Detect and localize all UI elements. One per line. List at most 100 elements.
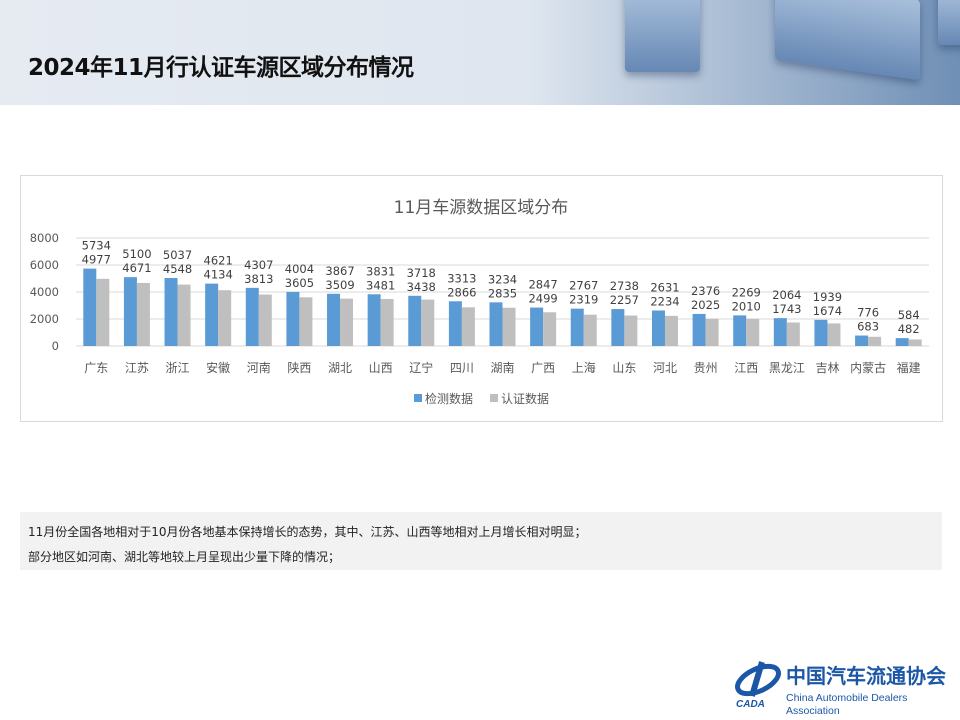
data-label: 2257: [610, 293, 639, 307]
page-title: 2024年11月行认证车源区域分布情况: [28, 55, 414, 81]
cada-logo-icon: CADA: [735, 661, 781, 710]
bar-certified: [746, 318, 760, 346]
data-label: 2767: [569, 279, 598, 293]
logo-mark: CADA: [736, 699, 765, 708]
data-label: 2738: [610, 279, 639, 293]
bar-inspected: [895, 338, 909, 346]
bar-inspected: [773, 318, 787, 346]
bar-certified: [380, 299, 394, 346]
data-label: 3313: [447, 271, 476, 285]
chart-container: 11月车源数据区域分布 0 2000 4000 6000 8000 5734 4977 广东 51…: [20, 175, 943, 422]
x-tick-label: 辽宁: [409, 360, 433, 375]
y-tick-label: 6000: [30, 258, 59, 272]
note-box: 11月份全国各地相对于10月份各地基本保持增长的态势，其中、江苏、山西等地相对上…: [20, 512, 942, 570]
bar-certified: [258, 294, 272, 346]
data-label: 4134: [204, 268, 233, 282]
x-tick-label: 浙江: [166, 361, 190, 375]
bar-inspected: [286, 291, 300, 346]
data-label: 2376: [691, 284, 720, 298]
x-tick-label: 上海: [572, 360, 596, 375]
header-banner: [0, 0, 960, 105]
bar-certified: [218, 290, 232, 346]
bar-certified: [543, 312, 557, 346]
y-tick-label: 0: [52, 339, 59, 353]
bar-certified: [583, 314, 597, 346]
bar-inspected: [367, 294, 381, 346]
data-label: 3605: [285, 276, 314, 290]
x-tick-label: 广东: [84, 361, 108, 375]
note-line: 11月份全国各地相对于10月份各地基本保持增长的态势，其中、江苏、山西等地相对上…: [28, 525, 587, 539]
data-label: 3831: [366, 264, 395, 278]
bar-inspected: [408, 295, 422, 346]
x-tick-label: 四川: [450, 361, 474, 375]
data-label: 4004: [285, 262, 314, 276]
y-tick-label: 8000: [30, 231, 59, 245]
y-tick-label: 4000: [30, 285, 59, 299]
data-label: 3481: [366, 278, 395, 292]
data-label: 2866: [447, 285, 476, 299]
data-label: 4548: [163, 262, 192, 276]
x-tick-label: 湖南: [490, 360, 514, 375]
x-tick-label: 贵州: [694, 361, 718, 375]
data-label: 1743: [772, 302, 801, 316]
data-label: 4621: [204, 254, 233, 268]
cada-logo: CADA 中国汽车流通协会 China Automobile Dealers A…: [732, 660, 957, 717]
data-label: 5734: [82, 239, 111, 253]
bar-inspected: [448, 301, 462, 346]
bar-inspected: [489, 302, 503, 346]
bar-inspected: [692, 313, 706, 346]
data-label: 2025: [691, 298, 720, 312]
bar-inspected: [611, 309, 625, 346]
bar-certified: [624, 315, 638, 346]
bar-certified: [908, 339, 922, 346]
data-label: 2064: [772, 288, 801, 302]
data-label: 3509: [325, 278, 354, 292]
data-label: 584: [898, 308, 920, 322]
bar-certified: [705, 318, 719, 346]
x-tick-label: 福建: [897, 360, 921, 375]
legend-swatch: [414, 394, 422, 402]
bar-certified: [664, 315, 678, 346]
bar-certified: [299, 297, 313, 346]
data-label: 4307: [244, 258, 273, 272]
data-label: 2835: [488, 286, 517, 300]
bar-inspected: [814, 319, 828, 346]
bar-inspected: [83, 268, 97, 346]
bar-certified: [786, 322, 800, 346]
bar-certified: [421, 299, 435, 346]
data-label: 1674: [813, 304, 842, 318]
bar-certified: [461, 307, 475, 346]
bar-inspected: [164, 278, 178, 346]
legend-swatch: [490, 394, 498, 402]
legend-label: 认证数据: [501, 391, 549, 406]
bar-inspected: [327, 293, 341, 346]
bar-inspected: [651, 310, 665, 346]
data-label: 2499: [528, 292, 557, 306]
data-label: 683: [857, 320, 879, 334]
bar-certified: [96, 278, 110, 346]
x-tick-label: 吉林: [815, 361, 839, 375]
decorative-cube: [775, 0, 920, 81]
data-label: 3813: [244, 272, 273, 286]
bar-inspected: [855, 335, 869, 346]
bar-certified: [502, 307, 516, 346]
bar-inspected: [530, 307, 544, 346]
decorative-cube: [938, 0, 960, 45]
data-label: 3867: [325, 264, 354, 278]
decorative-cube: [625, 0, 700, 72]
x-tick-label: 河北: [653, 361, 677, 375]
note-line: 部分地区如河南、湖北等地较上月呈现出少量下降的情况；: [28, 550, 341, 564]
data-label: 5100: [122, 247, 151, 261]
bar-certified: [340, 298, 354, 346]
chart-title: 11月车源数据区域分布: [394, 198, 569, 218]
x-tick-label: 陕西: [287, 360, 311, 375]
x-tick-label: 河南: [247, 360, 271, 375]
data-label: 3718: [407, 266, 436, 280]
data-label: 3438: [407, 280, 436, 294]
x-tick-label: 内蒙古: [850, 360, 886, 375]
bar-certified: [177, 284, 191, 346]
logo-en: China Automobile Dealers Association: [786, 692, 908, 717]
x-tick-label: 湖北: [328, 360, 352, 375]
bar-inspected: [733, 315, 747, 346]
bar-inspected: [570, 308, 584, 346]
